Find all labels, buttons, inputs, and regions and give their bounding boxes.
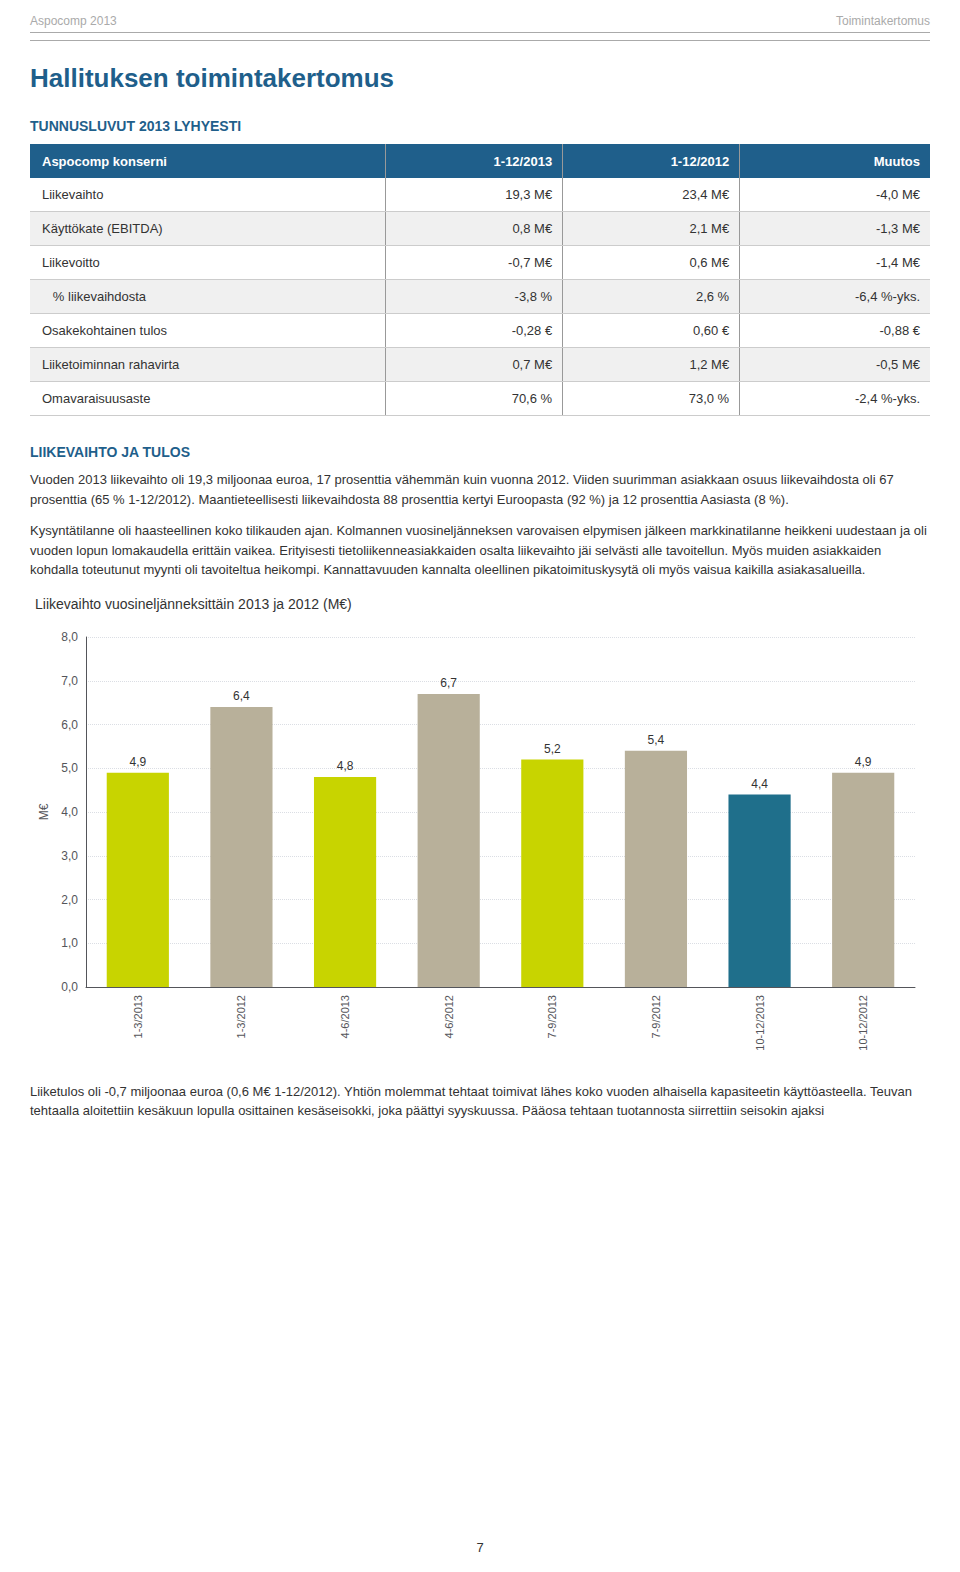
svg-text:0,0: 0,0 — [61, 980, 78, 994]
html-text:Osakekohtainen tulos: Osakekohtainen tulos — [42, 323, 167, 338]
html-text:-0,7 M€: -0,7 M€ — [508, 255, 553, 270]
svg-text:8,0: 8,0 — [61, 630, 78, 644]
html-text:Vuoden 2013 liikevaihto oli 19: Vuoden 2013 liikevaihto oli 19,3 miljoon… — [30, 472, 894, 507]
html-text:-2,4 %-yks.: -2,4 %-yks. — [855, 391, 920, 406]
html-text:0,8 M€: 0,8 M€ — [512, 221, 553, 236]
svg-text:7-9/2012: 7-9/2012 — [650, 995, 662, 1038]
html-text:-0,28 €: -0,28 € — [511, 323, 553, 338]
svg-text:2,0: 2,0 — [61, 892, 78, 906]
svg-text:6,4: 6,4 — [233, 689, 250, 703]
svg-text:7,0: 7,0 — [61, 673, 78, 687]
html-text:7: 7 — [476, 1540, 484, 1555]
svg-text:4,9: 4,9 — [129, 754, 146, 768]
html-text:LIIKEVAIHTO JA TULOS: LIIKEVAIHTO JA TULOS — [30, 444, 190, 460]
svg-text:10-12/2013: 10-12/2013 — [754, 995, 766, 1051]
html-text:-4,0 M€: -4,0 M€ — [875, 187, 920, 202]
html-text:2,6 %: 2,6 % — [695, 289, 730, 304]
html-text:Aspocomp 2013: Aspocomp 2013 — [30, 14, 117, 28]
html-text:% liikevaihdosta: % liikevaihdosta — [42, 289, 147, 304]
svg-text:3,0: 3,0 — [61, 848, 78, 862]
svg-text:4,0: 4,0 — [61, 805, 78, 819]
html-text:Muutos: Muutos — [873, 153, 920, 169]
html-text:1-12/2012: 1-12/2012 — [670, 153, 730, 169]
svg-text:4,9: 4,9 — [855, 754, 872, 768]
svg-text:4-6/2012: 4-6/2012 — [443, 995, 455, 1038]
html-text:Aspocomp konserni: Aspocomp konserni — [42, 153, 167, 169]
html-text:0,7 M€: 0,7 M€ — [512, 357, 553, 372]
html-text:70,6 %: 70,6 % — [511, 391, 553, 406]
html-text:73,0 %: 73,0 % — [688, 391, 730, 406]
html-text:Liiketulos oli -0,7 miljoonaa: Liiketulos oli -0,7 miljoonaa euroa (0,6… — [30, 1083, 912, 1118]
html-text:0,60 €: 0,60 € — [693, 323, 730, 338]
html-text:-0,88 €: -0,88 € — [879, 323, 920, 338]
html-text:Hallituksen toimintakertomus: Hallituksen toimintakertomus — [30, 63, 395, 93]
svg-text:1-3/2013: 1-3/2013 — [132, 995, 144, 1038]
html-text:-3,8 %: -3,8 % — [514, 289, 553, 304]
html-text:0,6 M€: 0,6 M€ — [689, 255, 730, 270]
html-text:23,4 M€: 23,4 M€ — [682, 187, 730, 202]
html-text:1-12/2013: 1-12/2013 — [493, 153, 553, 169]
svg-text:5,4: 5,4 — [648, 732, 665, 746]
svg-text:1,0: 1,0 — [61, 936, 78, 950]
html-text:19,3 M€: 19,3 M€ — [505, 187, 553, 202]
svg-text:4,4: 4,4 — [751, 776, 768, 790]
html-text:-0,5 M€: -0,5 M€ — [875, 357, 920, 372]
html-text:Omavaraisuusaste: Omavaraisuusaste — [42, 391, 151, 406]
svg-text:7-9/2013: 7-9/2013 — [546, 995, 558, 1038]
html-text:Liiketoiminnan rahavirta: Liiketoiminnan rahavirta — [42, 357, 180, 372]
svg-text:1-3/2012: 1-3/2012 — [235, 995, 247, 1038]
svg-text:6,7: 6,7 — [440, 675, 457, 689]
html-text:TUNNUSLUVUT 2013 LYHYESTI: TUNNUSLUVUT 2013 LYHYESTI — [30, 118, 242, 134]
html-text:Kysyntätilanne oli haasteellin: Kysyntätilanne oli haasteellinen koko ti… — [30, 523, 927, 577]
html-text:1,2 M€: 1,2 M€ — [689, 357, 730, 372]
html-text:Liikevoitto: Liikevoitto — [42, 255, 100, 270]
html-text:2,1 M€: 2,1 M€ — [689, 221, 730, 236]
svg-text:6,0: 6,0 — [61, 717, 78, 731]
html-text:Toimintakertomus: Toimintakertomus — [836, 14, 930, 28]
html-text:Käyttökate (EBITDA): Käyttökate (EBITDA) — [42, 221, 163, 236]
svg-text:4-6/2013: 4-6/2013 — [339, 995, 351, 1038]
svg-text:M€: M€ — [37, 803, 51, 820]
svg-text:10-12/2012: 10-12/2012 — [857, 995, 869, 1051]
svg-text:4,8: 4,8 — [337, 759, 354, 773]
html-text:-6,4 %-yks.: -6,4 %-yks. — [855, 289, 920, 304]
html-text:-1,3 M€: -1,3 M€ — [875, 221, 920, 236]
html-text:Liikevaihto: Liikevaihto — [42, 187, 104, 202]
html-text:-1,4 M€: -1,4 M€ — [875, 255, 920, 270]
svg-text:Liikevaihto vuosineljänneksitt: Liikevaihto vuosineljänneksittäin 2013 j… — [35, 596, 352, 612]
svg-text:5,0: 5,0 — [61, 761, 78, 775]
svg-text:5,2: 5,2 — [544, 741, 561, 755]
